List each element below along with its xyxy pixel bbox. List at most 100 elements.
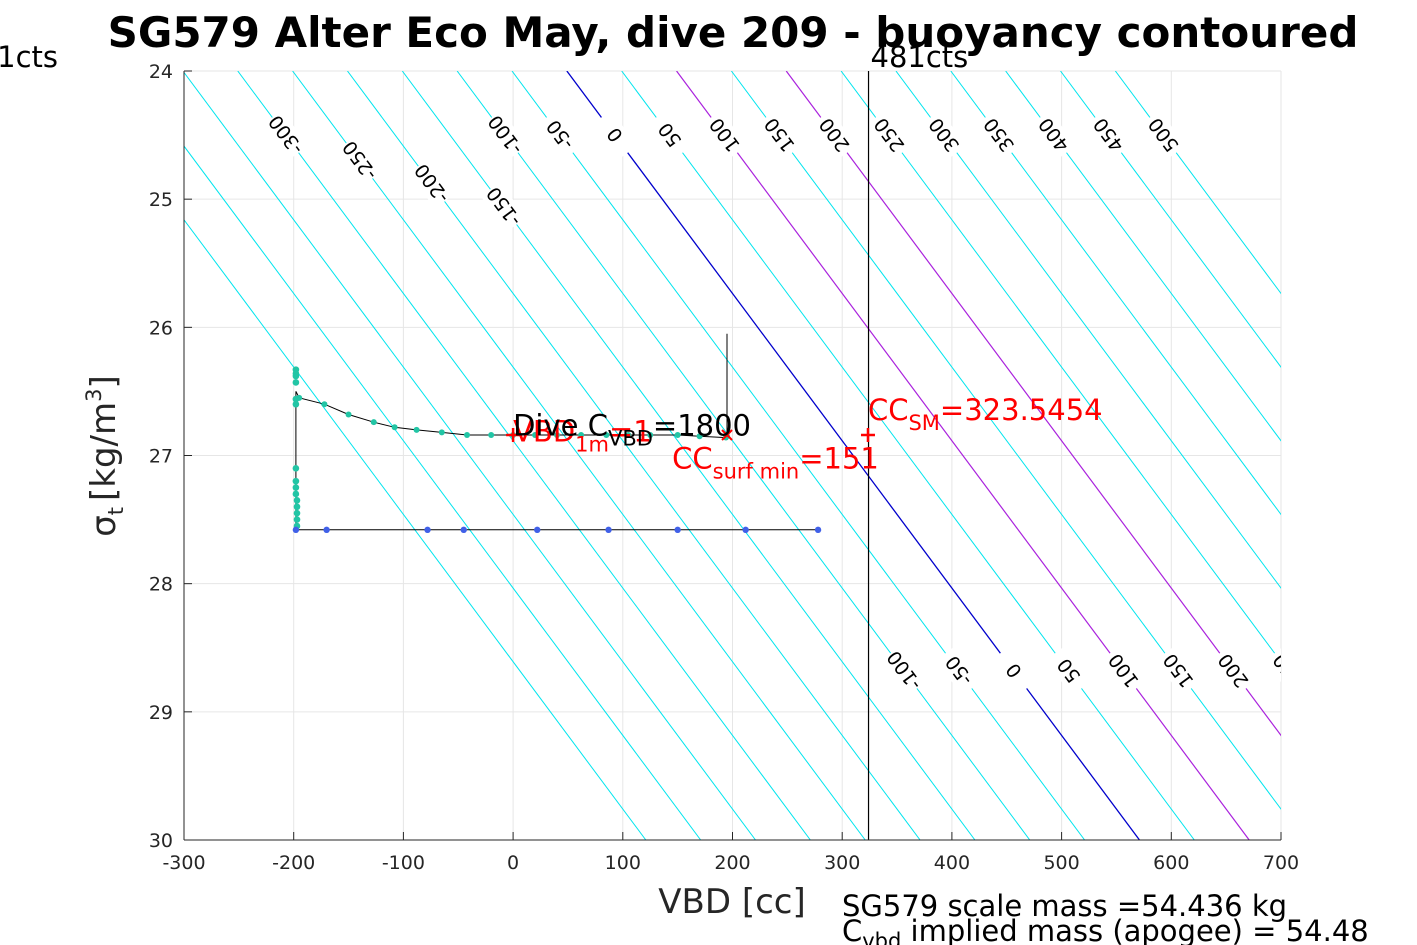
contour-label-bg [1210, 646, 1256, 696]
lower-point [742, 526, 749, 534]
contour-line [840, 71, 1281, 663]
contour-label-bg [1320, 646, 1366, 696]
x-tick-label: -300 [162, 852, 205, 874]
grid-lines [183, 70, 1282, 841]
profile-point [391, 424, 398, 431]
lower-point [323, 526, 330, 534]
descent-point [292, 465, 300, 472]
contour-label-bg [990, 646, 1037, 696]
contour-line [1005, 71, 1281, 442]
cc-sm-annotation-main: CC [868, 393, 909, 427]
profile-point [625, 431, 632, 438]
contour-label-bg [975, 110, 1022, 160]
contour-label-bg [1085, 110, 1131, 160]
lower-point [814, 526, 822, 534]
contour-label-bg [935, 646, 982, 696]
cc-surf-min-annotation-value: =151 [799, 441, 879, 475]
profile-point [438, 429, 445, 436]
y-tick-label: 24 [149, 61, 173, 83]
marker-plus [860, 427, 875, 442]
vbd-1m-annotation-main: VBD [513, 414, 575, 448]
cc-sm-annotation-value: =323.5454 [940, 393, 1103, 427]
profile-point [553, 431, 560, 438]
chart-title: SG579 Alter Eco May, dive 209 - buoyancy… [108, 8, 1359, 57]
y-axis-symbol: σ [84, 515, 124, 537]
contour-label-bg [1264, 646, 1281, 696]
descent-point [292, 372, 300, 380]
x-tick-label: -200 [272, 852, 315, 874]
buoyancy-contours [184, 71, 1281, 840]
contour-line [292, 71, 866, 840]
profile-point [532, 431, 539, 438]
y-axis-exp: 3 [82, 388, 106, 401]
cc-surf-min-annotation-main: CC [672, 441, 713, 475]
implied-mass-rest: implied mass (apogee) = 54.48 [901, 914, 1368, 945]
contour-line [237, 71, 811, 840]
contour-line [950, 71, 1281, 516]
descent-point [292, 400, 300, 408]
x-tick-label: -100 [382, 852, 425, 874]
y-axis-close: ] [84, 375, 124, 388]
vbd-1m-annotation: VBD1m=1 [513, 414, 652, 456]
tick-labels: -300 -200 -100 0 100 200 300 400 500 600 700 24 25 26… [149, 61, 1299, 874]
implied-mass-sub: vbd [862, 929, 901, 945]
vbd-1m-annotation-value: =1 [609, 414, 652, 448]
profile-point [488, 431, 495, 438]
x-tick-label: 100 [605, 852, 641, 874]
profile-point [578, 431, 585, 438]
descent-point [292, 379, 300, 386]
count-lines: 481cts 1cts [0, 40, 968, 840]
contour-label-bg [756, 110, 802, 160]
contour-label-bg [1155, 646, 1201, 696]
marker-x [721, 429, 733, 441]
contour-line [1060, 71, 1281, 368]
profile-point [674, 431, 681, 438]
y-tick-label: 25 [149, 189, 173, 211]
count-line-label: 481cts [871, 40, 969, 74]
contour-line [184, 145, 702, 840]
y-tick-label: 27 [149, 446, 173, 468]
contour-label-bg [881, 646, 927, 696]
descent-point [292, 477, 300, 485]
contour-line [456, 71, 1031, 840]
x-tick-label: 700 [1263, 852, 1299, 874]
descent-point [293, 503, 301, 511]
x-tick-label: 300 [824, 852, 860, 874]
lower-point [534, 526, 541, 534]
cc-surf-min-annotation: CCsurf min=151 [672, 441, 879, 483]
contour-label-bg [480, 182, 527, 232]
axes [183, 70, 1282, 841]
dive-c-vbd-annotation-main: Dive C [513, 408, 608, 442]
profile-point [603, 431, 610, 438]
profile-line [295, 333, 819, 531]
profile-point [370, 419, 377, 426]
contour-line [785, 71, 1281, 737]
contour-label-bg [866, 110, 912, 160]
dive-profile [292, 330, 875, 534]
contour-label-bg [920, 110, 967, 160]
contour-label: 350 [1379, 649, 1417, 691]
profile-point [345, 411, 352, 418]
contour-line [566, 71, 1141, 840]
descent-point [292, 490, 300, 498]
x-tick-label: 200 [714, 852, 750, 874]
dive-c-vbd-annotation-sub: VBD [608, 426, 653, 450]
x-tick-label: 0 [507, 852, 519, 874]
x-tick-label: 600 [1153, 852, 1189, 874]
contour-label-bg [1375, 646, 1417, 696]
x-tick-label: 400 [934, 852, 970, 874]
implied-mass-prefix: C [842, 914, 862, 945]
contour-label-bg [262, 110, 309, 160]
lower-point [292, 526, 300, 534]
contour-label-bg [1045, 646, 1092, 696]
profile-point [413, 426, 420, 433]
y-axis-label: σt [kg/m3] [82, 375, 128, 537]
contour-label-bg [1140, 110, 1186, 160]
scale-mass-text: SG579 scale mass =54.436 kg [842, 889, 1287, 923]
contour-line [895, 71, 1281, 589]
contour-line [1114, 71, 1281, 295]
contour-label-bg [1030, 110, 1077, 160]
y-axis-units: [kg/m [84, 402, 124, 501]
descent-point [293, 509, 301, 517]
